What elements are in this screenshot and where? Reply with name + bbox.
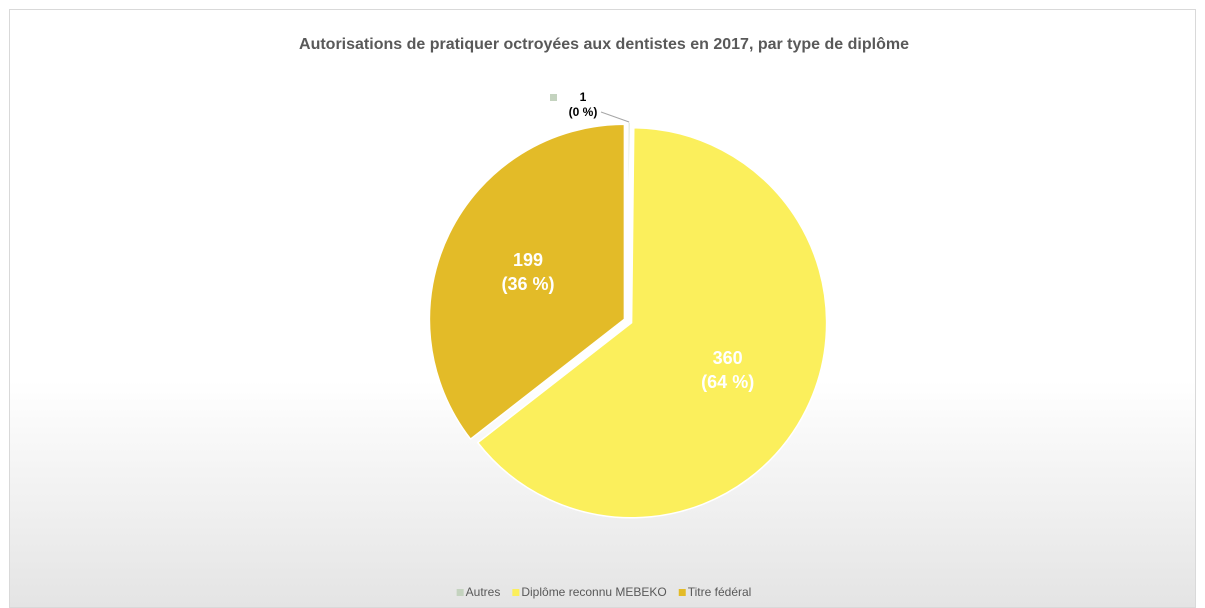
legend-swatch (678, 589, 686, 596)
label-marker (550, 94, 557, 101)
data-label: 199 (513, 250, 543, 270)
legend-swatch (512, 589, 520, 596)
data-label-percent: (0 %) (569, 105, 598, 119)
legend-label: Titre fédéral (688, 585, 752, 599)
pie-slice (476, 127, 828, 519)
data-label: 360 (713, 348, 743, 368)
leader-line (600, 111, 630, 123)
legend-label: Autres (466, 585, 501, 599)
data-label: 1 (580, 90, 587, 104)
pie-slice (428, 123, 626, 441)
legend-label: Diplôme reconnu MEBEKO (521, 585, 666, 599)
data-label-percent: (36 %) (502, 274, 555, 294)
data-label-percent: (64 %) (701, 372, 754, 392)
chart-title: Autorisations de pratiquer octroyées aux… (299, 36, 909, 53)
legend-swatch (456, 589, 464, 596)
legend: Autres Diplôme reconnu MEBEKO Titre fédéra… (456, 585, 752, 599)
